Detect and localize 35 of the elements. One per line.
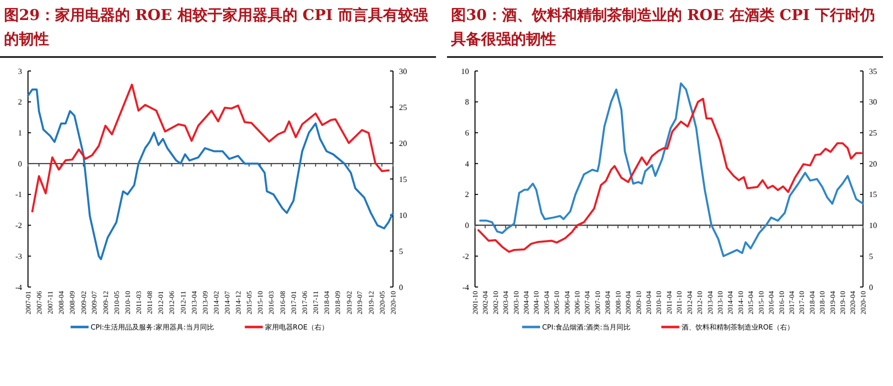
y2-tick-label: 15 — [869, 190, 877, 200]
y-tick-label: -2 — [462, 252, 469, 261]
y2-tick-label: 30 — [869, 98, 877, 107]
y2-tick-label: 10 — [399, 210, 407, 220]
y2-tick-label: 20 — [869, 159, 877, 168]
y2-tick-label: 35 — [869, 66, 877, 76]
y2-tick-label: 0 — [399, 282, 403, 292]
y-tick-label: -3 — [15, 252, 22, 261]
y2-tick-label: 30 — [399, 66, 407, 76]
y2-tick-label: 25 — [869, 128, 877, 138]
y-tick-label: 0 — [465, 221, 469, 230]
y2-tick-label: 5 — [869, 252, 873, 261]
y-tick-label: -1 — [15, 190, 22, 200]
y2-tick-label: 15 — [399, 174, 407, 184]
chart-title: 图29：家用电器的 ROE 相较于家用器具的 CPI 而言具有较强的韧性 — [4, 6, 429, 48]
y2-tick-label: 0 — [869, 282, 873, 292]
y2-tick-label: 5 — [399, 246, 403, 256]
y-tick-label: -4 — [15, 282, 22, 292]
y-tick-label: 1 — [18, 128, 22, 138]
y2-tick-label: 20 — [399, 138, 407, 148]
y-tick-label: 2 — [465, 190, 469, 200]
line-series — [27, 88, 394, 260]
y-tick-label: 0 — [18, 159, 22, 168]
y2-tick-label: 10 — [869, 221, 877, 230]
y-tick-label: 3 — [18, 66, 22, 76]
line-series — [31, 84, 390, 212]
y-tick-label: 10 — [461, 66, 469, 76]
chart-title: 图30：酒、饮料和精制茶制造业的 ROE 在酒类 CPI 下行时仍具备很强的韧性 — [450, 6, 875, 48]
y-tick-label: 4 — [465, 159, 469, 168]
y-tick-label: -2 — [15, 221, 22, 230]
y-tick-label: 6 — [465, 128, 469, 138]
y-tick-label: 2 — [18, 98, 22, 107]
y2-tick-label: 25 — [399, 102, 407, 112]
y-tick-label: 8 — [465, 98, 469, 107]
y-tick-label: -4 — [462, 282, 469, 292]
